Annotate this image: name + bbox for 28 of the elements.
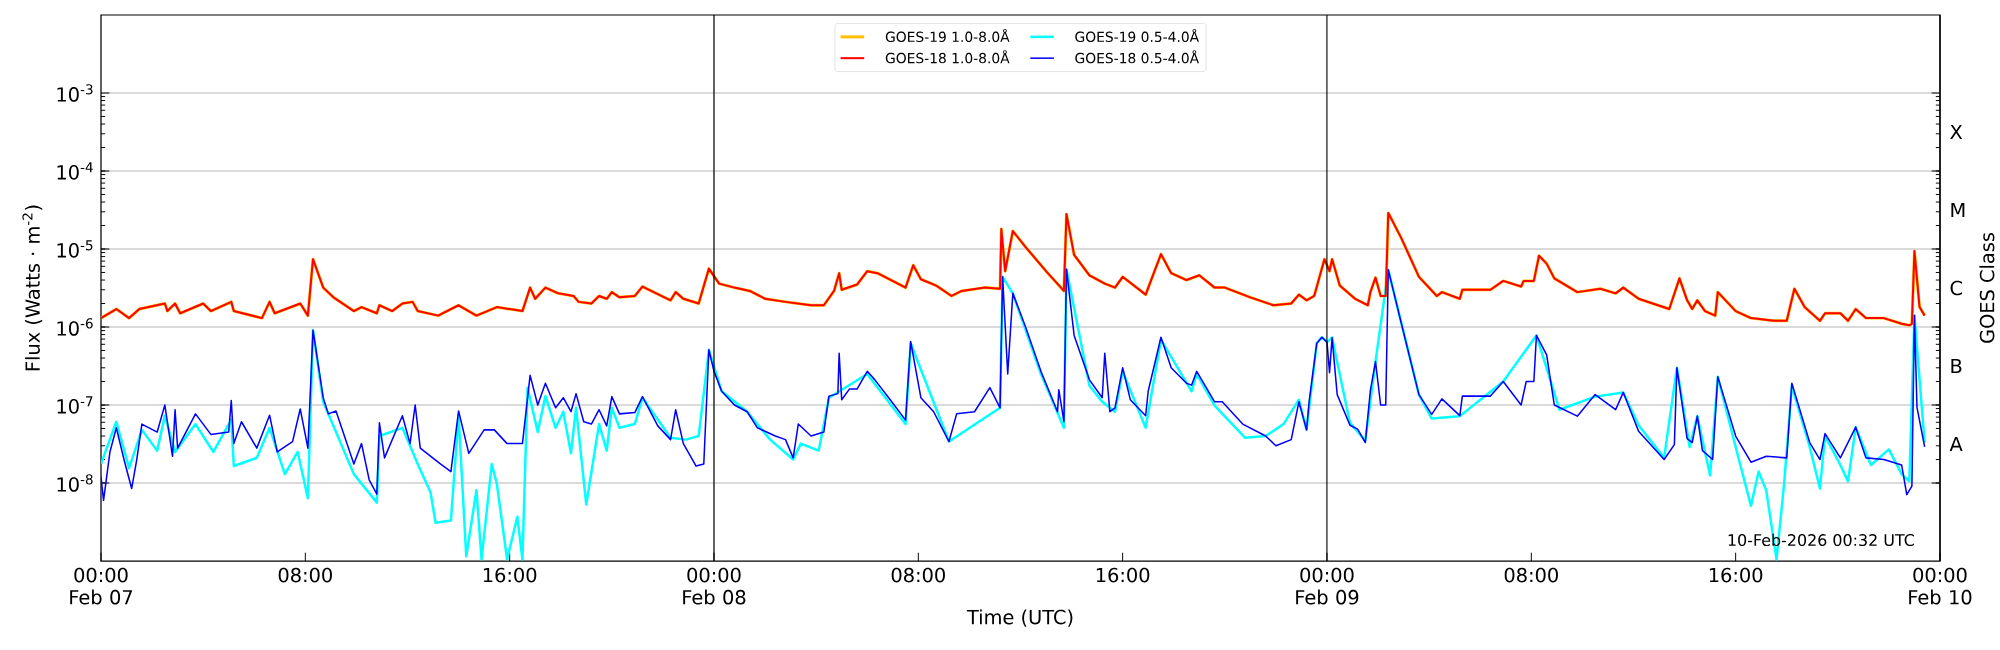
x-tick-label: 00:00 Feb 09 — [1296, 567, 1359, 605]
legend-label: GOES-18 1.0-8.0Å — [885, 50, 1010, 64]
y-tick-label: 10$^{-6}$ — [57, 318, 93, 336]
x-axis-title: Time (UTC) — [966, 609, 1073, 627]
y-axis-title: Flux (Watts · m$^{-2}$) — [22, 205, 43, 371]
x-tick-label: 00:00 Feb 10 — [1909, 567, 1972, 605]
category-label: M — [1951, 202, 1965, 218]
y-tick-label: 10$^{-8}$ — [57, 474, 93, 492]
x-tick-label: 00:00 Feb 07 — [70, 567, 133, 605]
y-tick-label: 10$^{-4}$ — [57, 162, 93, 180]
category-label: X — [1950, 124, 1963, 140]
category-label: A — [1949, 436, 1963, 452]
x-tick-label: 16:00 — [483, 567, 537, 583]
y-tick-label: 10$^{-3}$ — [57, 84, 93, 102]
x-tick-label: 00:00 Feb 08 — [683, 567, 746, 605]
category-label: C — [1950, 280, 1962, 296]
x-tick-label: 08:00 — [891, 567, 945, 583]
y-tick-label: 10$^{-7}$ — [57, 396, 93, 414]
x-tick-label: 16:00 — [1709, 567, 1763, 583]
x-tick-label: 08:00 — [1504, 567, 1558, 583]
legend-label: GOES-19 1.0-8.0Å — [885, 29, 1010, 43]
category-label: B — [1951, 358, 1962, 374]
legend-label: GOES-18 0.5-4.0Å — [1075, 50, 1199, 64]
legend-label: GOES-19 0.5-4.0Å — [1075, 29, 1199, 43]
x-tick-label: 08:00 — [278, 567, 332, 583]
y2-axis-title: GOES Class — [1979, 232, 1995, 343]
x-tick-label: 16:00 — [1096, 567, 1150, 583]
y-tick-label: 10$^{-5}$ — [57, 240, 93, 258]
